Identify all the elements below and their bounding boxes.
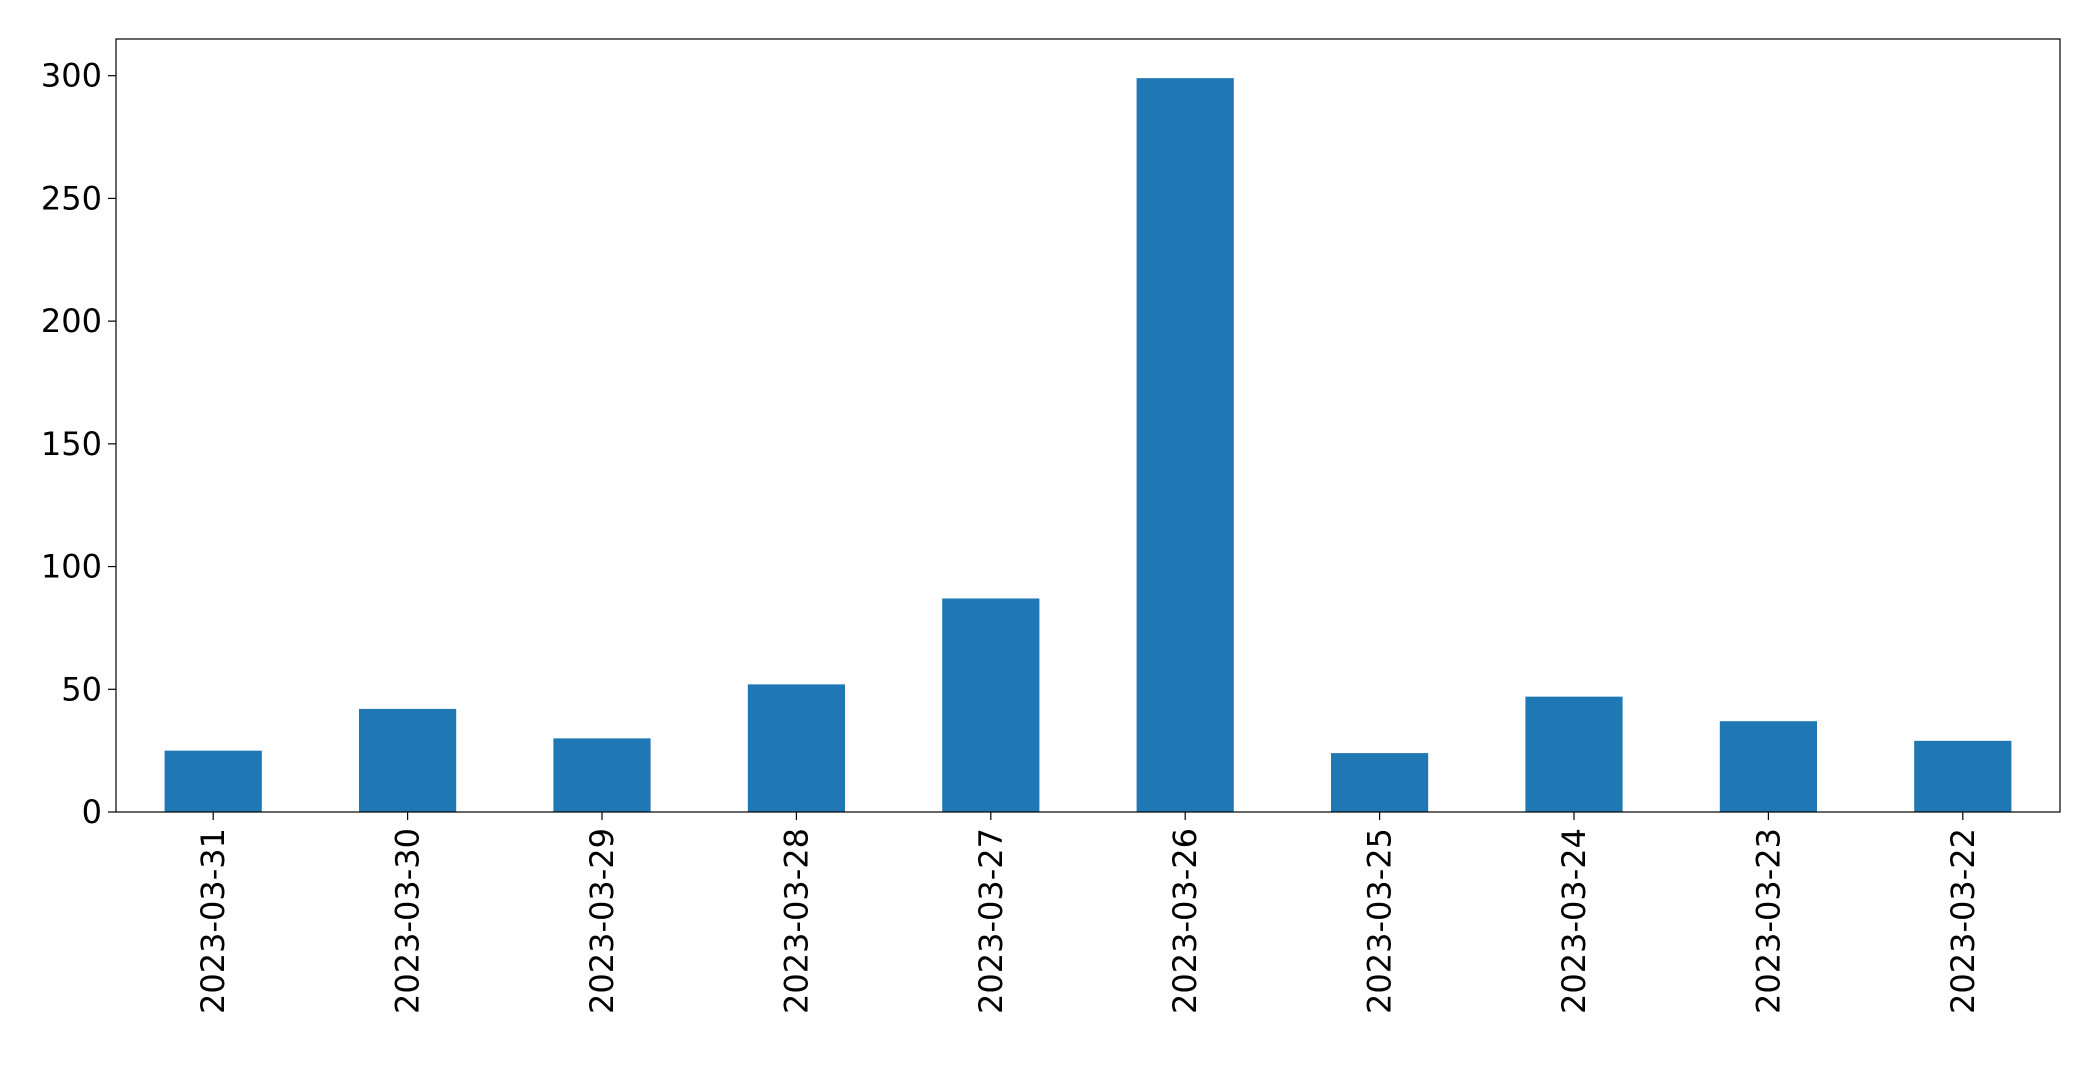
x-tick-label: 2023-03-26 xyxy=(1166,828,1204,1014)
bar-2023-03-26 xyxy=(1136,78,1234,812)
x-tick-label: 2023-03-24 xyxy=(1555,828,1593,1014)
y-tick-label: 300 xyxy=(41,57,102,95)
bar-2023-03-28 xyxy=(747,684,845,812)
plot-frame xyxy=(115,38,2061,813)
bar-2023-03-22 xyxy=(1914,740,2012,812)
x-tick-label: 2023-03-28 xyxy=(777,828,815,1014)
x-tick-label: 2023-03-30 xyxy=(389,828,427,1014)
bar-2023-03-31 xyxy=(164,750,262,812)
x-axis: 2023-03-31 2023-03-30 2023-03-29 2023-03-28… xyxy=(194,812,1982,1014)
y-tick-label: 200 xyxy=(41,302,102,340)
x-tick-label: 2023-03-29 xyxy=(583,828,621,1014)
bar-2023-03-29 xyxy=(553,738,651,812)
y-tick-label: 50 xyxy=(61,670,102,708)
bar-2023-03-25 xyxy=(1331,753,1429,812)
y-tick-label: 250 xyxy=(41,179,102,217)
x-tick-label: 2023-03-27 xyxy=(972,828,1010,1014)
bars-layer xyxy=(164,78,2012,812)
x-tick-label: 2023-03-31 xyxy=(194,828,232,1014)
y-tick-label: 100 xyxy=(41,548,102,586)
y-tick-label: 0 xyxy=(82,793,102,831)
y-tick-label: 150 xyxy=(41,425,102,463)
bar-2023-03-27 xyxy=(942,598,1040,812)
x-tick-label: 2023-03-25 xyxy=(1361,828,1399,1014)
bar-2023-03-23 xyxy=(1719,721,1817,812)
bar-2023-03-30 xyxy=(359,708,457,812)
bar-2023-03-24 xyxy=(1525,696,1623,812)
x-tick-label: 2023-03-23 xyxy=(1749,828,1787,1014)
y-axis: 0 50 100 150 200 250 300 xyxy=(41,57,116,831)
x-tick-label: 2023-03-22 xyxy=(1944,828,1982,1014)
